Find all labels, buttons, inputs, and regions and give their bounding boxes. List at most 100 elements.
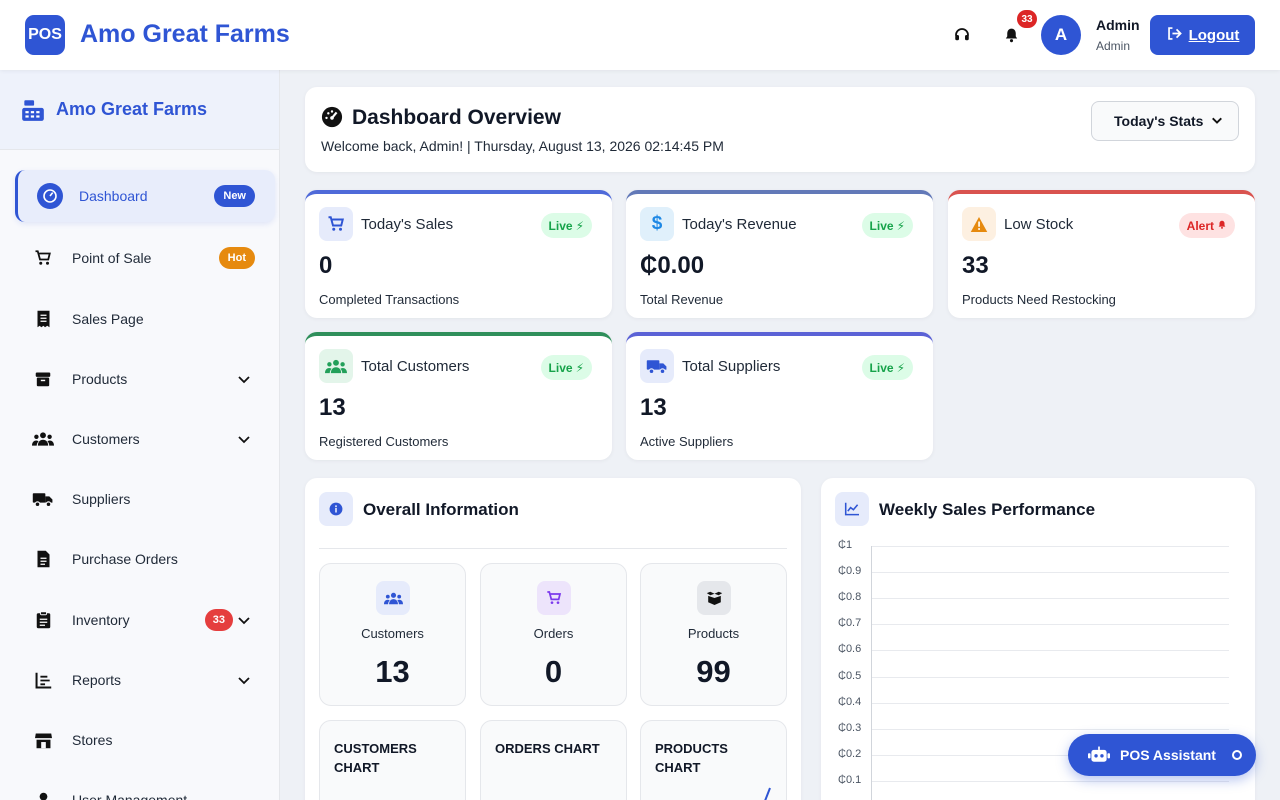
- line-chart-icon: [835, 492, 869, 526]
- y-tick-label: ₵0.5: [838, 669, 862, 682]
- sidebar-item-label: Point of Sale: [72, 250, 152, 266]
- y-tick-label: ₵0.8: [838, 591, 862, 604]
- user-name: Admin: [1096, 17, 1140, 33]
- top-bar: POS Amo Great Farms 33 A Admin Admin Log…: [0, 0, 1280, 70]
- alert-badge: Alert: [1178, 213, 1235, 238]
- pos-assistant-button[interactable]: POS Assistant: [1068, 734, 1256, 776]
- stat-value: ₵0.00: [640, 252, 705, 279]
- warning-icon: [962, 207, 996, 241]
- grid-line: [871, 780, 1229, 782]
- grid-line: [871, 676, 1229, 678]
- sidebar-item-reports[interactable]: Reports: [15, 654, 275, 706]
- sidebar-item-products[interactable]: Products: [15, 353, 275, 405]
- sidebar-item-purchase-orders[interactable]: Purchase Orders: [15, 533, 275, 585]
- avatar[interactable]: A: [1041, 15, 1081, 55]
- stat-title: Total Suppliers: [682, 358, 781, 375]
- stat-card-total-suppliers[interactable]: Total Suppliers Live ⚡ 13 Active Supplier…: [626, 332, 933, 460]
- app-brand[interactable]: Amo Great Farms: [80, 20, 290, 48]
- stats-period-value: Today's Stats: [1114, 113, 1204, 129]
- customers-chart-card[interactable]: CUSTOMERS CHART: [319, 720, 466, 800]
- sidebar: Amo Great Farms Dashboard New Point of S…: [0, 70, 280, 800]
- summary-value: 0: [544, 654, 563, 689]
- sidebar-item-dashboard[interactable]: Dashboard New: [15, 170, 275, 222]
- orders-summary-card[interactable]: Orders 0: [480, 563, 627, 706]
- sidebar-item-inventory[interactable]: Inventory 33: [15, 594, 275, 646]
- inventory-count-badge: 33: [204, 609, 233, 631]
- stat-title: Today's Sales: [361, 216, 454, 233]
- stat-card-low-stock[interactable]: Low Stock Alert 33 Products Need Restock…: [948, 190, 1255, 318]
- stat-subtitle: Registered Customers: [319, 434, 449, 449]
- sidebar-item-label: Reports: [72, 672, 122, 688]
- sidebar-item-suppliers[interactable]: Suppliers: [15, 473, 275, 525]
- sidebar-item-point-of-sale[interactable]: Point of Sale Hot: [15, 232, 275, 284]
- bolt-icon: ⚡: [575, 218, 584, 233]
- stat-card-todays-revenue[interactable]: $ Today's Revenue Live ⚡ ₵0.00 Total Reve…: [626, 190, 933, 318]
- cart-icon: [30, 245, 56, 271]
- customers-summary-card[interactable]: Customers 13: [319, 563, 466, 706]
- stat-value: 13: [319, 394, 346, 421]
- sidebar-item-label: Customers: [72, 431, 140, 447]
- sidebar-item-stores[interactable]: Stores: [15, 714, 275, 766]
- orders-chart-card[interactable]: ORDERS CHART: [480, 720, 627, 800]
- chevron-down-icon[interactable]: [237, 432, 251, 446]
- products-chart-line: [764, 787, 771, 800]
- live-badge: Live ⚡: [540, 213, 592, 238]
- pos-logo[interactable]: POS: [25, 15, 65, 55]
- chevron-down-icon[interactable]: [237, 673, 251, 687]
- logout-button[interactable]: Logout: [1150, 15, 1255, 55]
- hot-badge: Hot: [218, 247, 255, 269]
- sidebar-item-label: User Management: [72, 792, 188, 800]
- box-icon: [30, 366, 56, 392]
- y-tick-label: ₵0.3: [838, 721, 862, 734]
- stat-subtitle: Active Suppliers: [640, 434, 734, 449]
- weekly-sales-title: Weekly Sales Performance: [879, 500, 1096, 519]
- grid-line: [871, 702, 1229, 704]
- welcome-datetime: Welcome back, Admin! | Thursday, August …: [321, 138, 724, 154]
- headset-support-icon[interactable]: [949, 22, 975, 48]
- products-summary-card[interactable]: Products 99: [640, 563, 787, 706]
- sidebar-brand: Amo Great Farms: [56, 99, 208, 119]
- summary-label: Orders: [533, 626, 574, 641]
- stats-period-select[interactable]: Today's Stats: [1091, 101, 1239, 141]
- y-tick-label: ₵0.4: [838, 695, 862, 708]
- grid-line: [871, 754, 1229, 756]
- chevron-down-icon[interactable]: [237, 372, 251, 386]
- users-icon: [319, 349, 353, 383]
- products-chart-card[interactable]: PRODUCTS CHART: [640, 720, 787, 800]
- truck-icon: [640, 349, 674, 383]
- dashboard-gauge-icon: [37, 183, 63, 209]
- stat-subtitle: Total Revenue: [640, 292, 724, 307]
- live-badge: Live ⚡: [540, 355, 592, 380]
- user-icon: [30, 787, 56, 800]
- sidebar-item-label: Purchase Orders: [72, 551, 178, 567]
- sidebar-item-customers[interactable]: Customers: [15, 413, 275, 465]
- chart-card-title: ORDERS CHART: [495, 741, 600, 756]
- divider: [319, 548, 787, 549]
- sidebar-item-user-management[interactable]: User Management: [15, 774, 275, 800]
- cart-icon: [537, 581, 571, 615]
- assistant-label: POS Assistant: [1120, 747, 1216, 763]
- sidebar-item-label: Dashboard: [79, 188, 148, 204]
- dollar-icon: $: [640, 207, 674, 241]
- chevron-down-icon: [1211, 113, 1223, 129]
- stat-card-todays-sales[interactable]: Today's Sales Live ⚡ 0 Completed Transact…: [305, 190, 612, 318]
- stat-subtitle: Products Need Restocking: [962, 292, 1116, 307]
- grid-line: [871, 598, 1229, 600]
- sidebar-item-sales-page[interactable]: Sales Page: [15, 293, 275, 345]
- dashboard-overview-header: Dashboard Overview Welcome back, Admin! …: [305, 87, 1255, 172]
- stat-value: 13: [640, 394, 667, 421]
- chevron-down-icon[interactable]: [237, 613, 251, 627]
- user-role: Admin: [1096, 39, 1131, 53]
- cash-register-icon: [20, 97, 46, 123]
- sidebar-item-label: Inventory: [72, 612, 130, 628]
- notification-badge: 33: [1017, 10, 1037, 28]
- stat-card-total-customers[interactable]: Total Customers Live ⚡ 13 Registered Cust…: [305, 332, 612, 460]
- page-title: Dashboard Overview: [352, 106, 561, 129]
- store-icon: [30, 727, 56, 753]
- logout-label: Logout: [1188, 26, 1240, 44]
- bell-icon[interactable]: [998, 22, 1024, 48]
- overall-information-title: Overall Information: [363, 500, 519, 519]
- status-dot-icon: [1231, 750, 1242, 760]
- sidebar-item-label: Products: [72, 371, 128, 387]
- grid-line: [871, 624, 1229, 626]
